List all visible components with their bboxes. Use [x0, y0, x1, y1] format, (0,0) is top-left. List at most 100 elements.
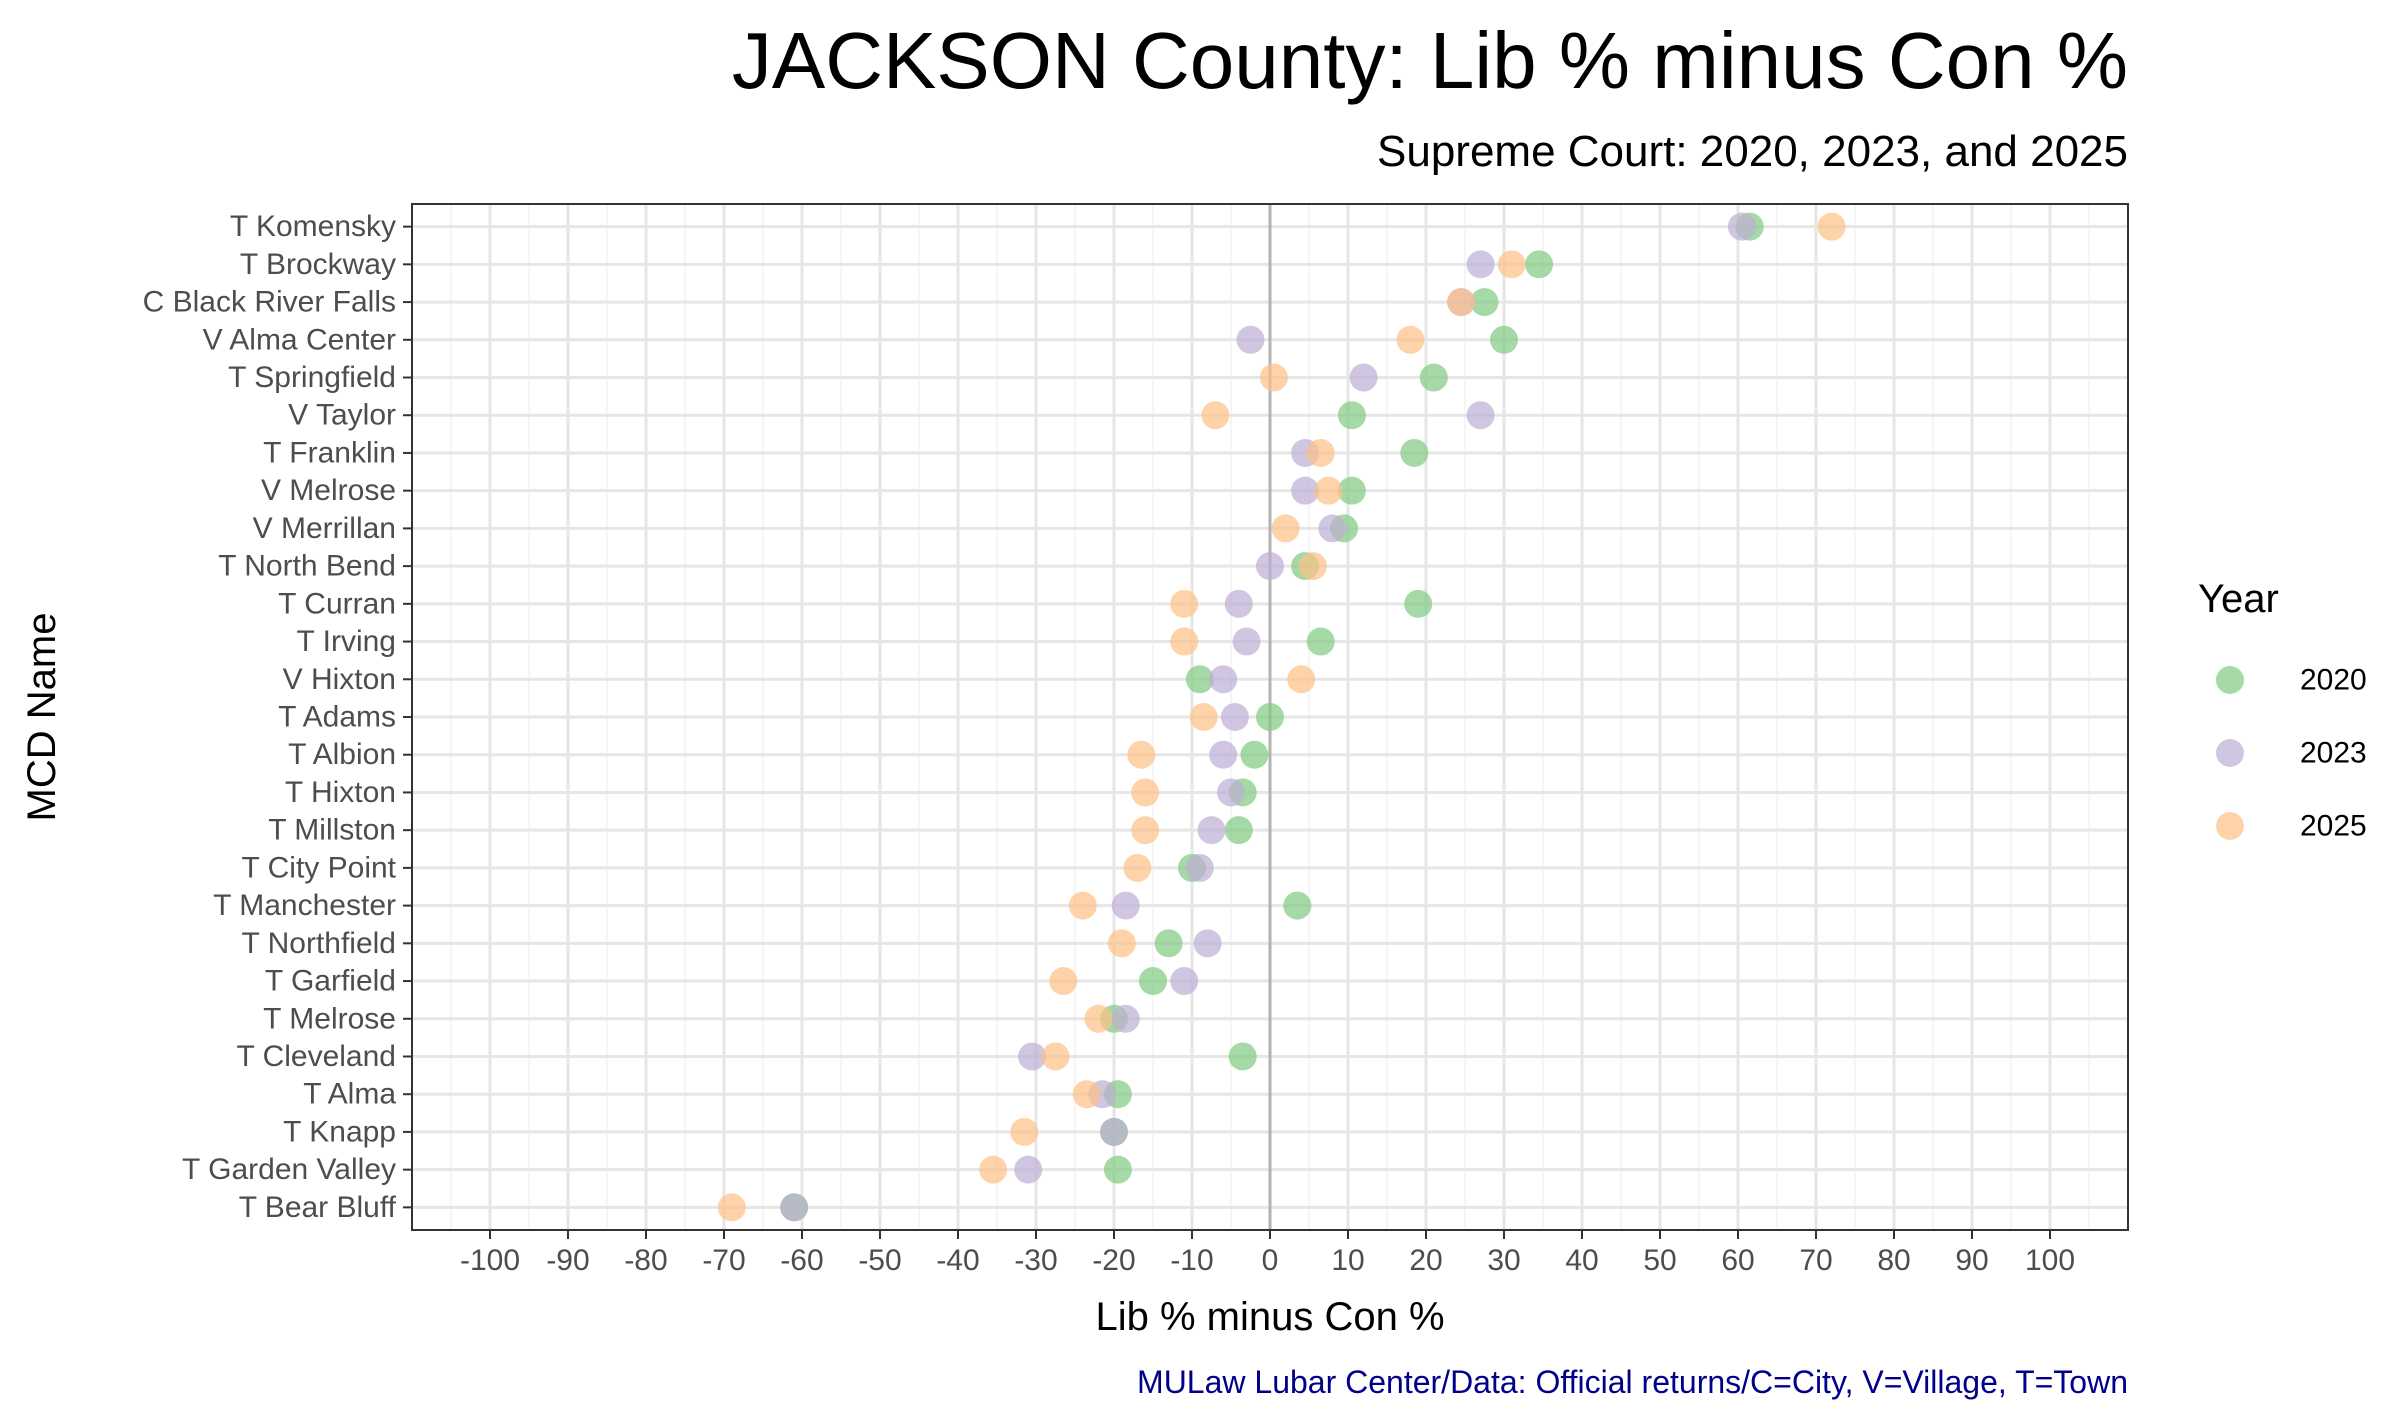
legend-title: Year [2198, 577, 2279, 621]
point-2025 [1010, 1117, 1039, 1146]
point-2025 [1396, 325, 1425, 354]
chart-caption: MULaw Lubar Center/Data: Official return… [1137, 1364, 2128, 1400]
point-2023 [1224, 589, 1253, 618]
point-2025 [1127, 740, 1156, 769]
point-2020 [1419, 363, 1448, 392]
point-2020 [1404, 589, 1433, 618]
point-2020 [1490, 325, 1518, 354]
point-2020 [1139, 967, 1167, 996]
legend-key-2023 [2216, 739, 2244, 767]
point-2025 [1072, 1080, 1101, 1109]
point-2023 [1100, 1117, 1128, 1146]
y-tick-label: T North Bend [218, 550, 396, 583]
point-2025 [1084, 1004, 1113, 1033]
point-2020 [1154, 929, 1183, 958]
y-tick-label: T Alma [303, 1078, 396, 1111]
y-tick-label: T Northfield [241, 927, 396, 960]
y-tick-label: V Hixton [283, 663, 396, 696]
y-tick-label: T Komensky [230, 210, 396, 243]
x-tick-label: 30 [1487, 1244, 1520, 1277]
point-2023 [1209, 665, 1238, 694]
point-2023 [1185, 853, 1214, 882]
point-2023 [1170, 967, 1199, 996]
x-tick-label: 80 [1877, 1244, 1910, 1277]
chart-subtitle: Supreme Court: 2020, 2023, and 2025 [1377, 127, 2128, 176]
point-2025 [1049, 967, 1078, 996]
point-2023 [1209, 740, 1238, 769]
x-tick-label: 100 [2025, 1244, 2075, 1277]
y-tick-label: V Melrose [261, 474, 396, 507]
point-2023 [1111, 1004, 1140, 1033]
y-tick-label: C Black River Falls [143, 286, 396, 319]
y-tick-label: T City Point [242, 851, 397, 884]
point-2023 [1291, 476, 1320, 505]
y-tick-label: T Garfield [265, 965, 396, 998]
x-axis-ticks: -100 -90 -80 -70 -60 -50 -40 -30 -20 -10 0 10 20 30 40… [460, 1230, 2075, 1277]
legend-key-2025 [2216, 812, 2244, 840]
point-2025 [1107, 929, 1136, 958]
point-2020 [1337, 476, 1366, 505]
x-tick-label: -80 [624, 1244, 667, 1277]
point-2020 [1103, 1155, 1132, 1184]
legend-key-2020 [2216, 666, 2244, 694]
y-axis-title: MCD Name [20, 613, 64, 822]
point-2020 [1256, 703, 1284, 731]
y-tick-label: T Melrose [263, 1002, 396, 1035]
x-tick-label: -60 [780, 1244, 823, 1277]
legend-label: 2025 [2300, 810, 2367, 843]
point-2023 [1220, 703, 1249, 731]
y-tick-label: T Manchester [213, 889, 396, 922]
x-tick-label: -90 [546, 1244, 589, 1277]
point-2025 [1068, 891, 1097, 920]
y-tick-label: T Brockway [240, 248, 396, 281]
point-2023 [1232, 627, 1261, 656]
point-2025 [1131, 778, 1160, 807]
x-tick-label: 70 [1799, 1244, 1832, 1277]
y-tick-label: T Curran [278, 587, 396, 620]
y-tick-label: T Hixton [285, 776, 396, 809]
point-2023 [1236, 325, 1265, 354]
x-tick-label: -30 [1014, 1244, 1057, 1277]
point-2020 [1224, 816, 1253, 845]
point-2023 [1256, 552, 1284, 581]
point-2023 [1197, 816, 1226, 845]
point-2025 [1298, 552, 1327, 581]
point-2025 [1123, 853, 1152, 882]
point-2020 [1470, 288, 1499, 317]
x-axis-title: Lib % minus Con % [1095, 1295, 1444, 1339]
x-tick-label: -20 [1092, 1244, 1135, 1277]
point-2025 [1170, 627, 1199, 656]
chart-title: JACKSON County: Lib % minus Con % [732, 16, 2128, 105]
point-2023 [1727, 212, 1756, 241]
point-2020 [1185, 665, 1214, 694]
point-2023 [1111, 891, 1140, 920]
point-2023 [1349, 363, 1378, 392]
point-2025 [1259, 363, 1288, 392]
y-tick-label: T Adams [278, 701, 396, 734]
point-2025 [717, 1193, 746, 1222]
point-2025 [1306, 438, 1335, 467]
point-2023 [780, 1193, 809, 1222]
point-2025 [1189, 703, 1218, 731]
x-tick-label: -40 [936, 1244, 979, 1277]
point-2020 [1337, 401, 1366, 430]
y-tick-label: V Taylor [288, 399, 396, 432]
point-2020 [1525, 250, 1554, 279]
point-2025 [1041, 1042, 1070, 1071]
point-2023 [1018, 1042, 1047, 1071]
point-2025 [1201, 401, 1230, 430]
point-2020 [1283, 891, 1312, 920]
point-2023 [1466, 250, 1495, 279]
x-tick-label: -100 [460, 1244, 520, 1277]
legend-label: 2020 [2300, 664, 2367, 697]
y-tick-label: V Merrillan [253, 512, 396, 545]
point-2023 [1318, 514, 1347, 543]
point-2023 [1217, 778, 1245, 807]
legend: Year 2020 2023 2025 [2198, 577, 2367, 843]
x-tick-label: -70 [702, 1244, 745, 1277]
y-axis-ticks: T Komensky T Brockway C Black River Falls V… [143, 210, 412, 1224]
point-2025 [1314, 476, 1343, 505]
x-tick-label: -10 [1170, 1244, 1213, 1277]
y-tick-label: T Franklin [263, 436, 396, 469]
